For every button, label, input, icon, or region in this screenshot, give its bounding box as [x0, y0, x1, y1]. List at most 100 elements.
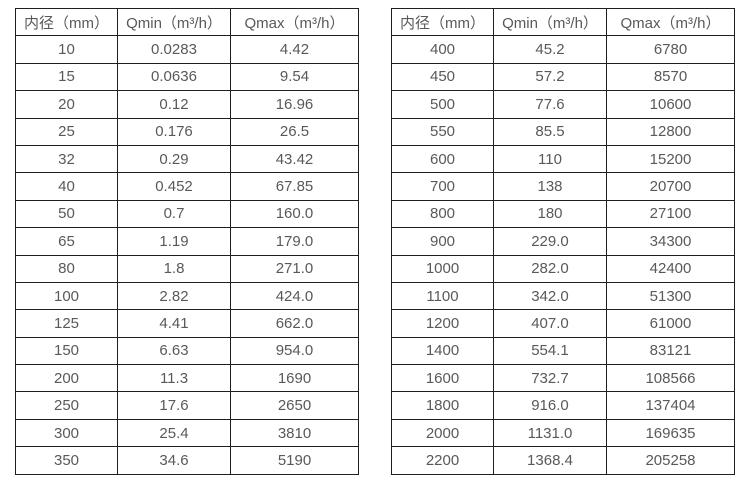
table-cell: 2.82	[117, 281, 231, 311]
table-cell: 0.12	[117, 90, 231, 119]
header-cell: Qmax（m³/h）	[230, 7, 359, 37]
table-cell: 65	[15, 227, 118, 256]
table-cell: 450	[391, 62, 494, 92]
table-cell: 32	[15, 144, 118, 174]
table-row: 内径（mm） Qmin（m³/h） Qmax（m³/h）	[391, 7, 735, 37]
table-cell: 0.452	[117, 172, 231, 201]
table-cell: 554.1	[493, 336, 607, 366]
table-cell: 34300	[606, 227, 735, 256]
table-row: 600 110 15200	[391, 144, 735, 174]
tables-container: 内径（mm） Qmin（m³/h） Qmax（m³/h） 10 0.0283 4.42 1…	[15, 7, 735, 475]
table-cell: 10	[15, 35, 118, 64]
table-cell: 550	[391, 117, 494, 146]
table-cell: 0.29	[117, 144, 231, 174]
table-cell: 125	[15, 309, 118, 338]
table-row: 350 34.6 5190	[15, 446, 359, 475]
table-row: 15 0.0636 9.54	[15, 62, 359, 92]
table-row: 500 77.6 10600	[391, 90, 735, 119]
table-cell: 1000	[391, 254, 494, 283]
table-cell: 17.6	[117, 391, 231, 420]
table-cell: 500	[391, 90, 494, 119]
table-cell: 179.0	[230, 227, 359, 256]
table-row: 1600 732.7 108566	[391, 364, 735, 393]
table-row: 1400 554.1 83121	[391, 336, 735, 366]
table-cell: 110	[493, 144, 607, 174]
table-header-row: 内径（mm） Qmin（m³/h） Qmax（m³/h）	[15, 7, 359, 37]
header-cell: Qmin（m³/h）	[493, 7, 607, 37]
table-cell: 15200	[606, 144, 735, 174]
table-row: 40 0.452 67.85	[15, 172, 359, 201]
table-cell: 10600	[606, 90, 735, 119]
table-cell: 0.176	[117, 117, 231, 146]
table-cell: 300	[15, 418, 118, 448]
table-cell: 61000	[606, 309, 735, 338]
table-cell: 0.0636	[117, 62, 231, 92]
table-row: 32 0.29 43.42	[15, 144, 359, 174]
table-cell: 34.6	[117, 446, 231, 475]
table-cell: 169635	[606, 418, 735, 448]
table-cell: 57.2	[493, 62, 607, 92]
table-row: 2200 1368.4 205258	[391, 446, 735, 475]
table-body: 10 0.0283 4.42 15 0.0636 9.54 20 0.12 16.96 25 0.1…	[15, 35, 359, 475]
table-cell: 2000	[391, 418, 494, 448]
table-cell: 900	[391, 227, 494, 256]
table-cell: 350	[15, 446, 118, 475]
table-cell: 4.41	[117, 309, 231, 338]
table-row: 400 45.2 6780	[391, 35, 735, 64]
table-cell: 83121	[606, 336, 735, 366]
table-cell: 9.54	[230, 62, 359, 92]
table-row: 100 2.82 424.0	[15, 281, 359, 311]
table-cell: 1368.4	[493, 446, 607, 475]
table-cell: 600	[391, 144, 494, 174]
table-cell: 77.6	[493, 90, 607, 119]
header-cell: Qmax（m³/h）	[606, 7, 735, 37]
table-row: 700 138 20700	[391, 172, 735, 201]
table-cell: 15	[15, 62, 118, 92]
table-row: 800 180 27100	[391, 199, 735, 229]
table-cell: 1800	[391, 391, 494, 420]
table-cell: 205258	[606, 446, 735, 475]
table-cell: 160.0	[230, 199, 359, 229]
table-cell: 732.7	[493, 364, 607, 393]
table-row: 20 0.12 16.96	[15, 90, 359, 119]
table-cell: 1690	[230, 364, 359, 393]
table-cell: 20700	[606, 172, 735, 201]
table-row: 900 229.0 34300	[391, 227, 735, 256]
table-cell: 51300	[606, 281, 735, 311]
table-row: 200 11.3 1690	[15, 364, 359, 393]
table-cell: 0.0283	[117, 35, 231, 64]
table-cell: 42400	[606, 254, 735, 283]
table-cell: 3810	[230, 418, 359, 448]
table-row: 25 0.176 26.5	[15, 117, 359, 146]
table-cell: 1600	[391, 364, 494, 393]
table-cell: 282.0	[493, 254, 607, 283]
table-cell: 400	[391, 35, 494, 64]
table-cell: 342.0	[493, 281, 607, 311]
table-cell: 5190	[230, 446, 359, 475]
table-cell: 271.0	[230, 254, 359, 283]
table-cell: 25	[15, 117, 118, 146]
table-row: 1000 282.0 42400	[391, 254, 735, 283]
table-cell: 916.0	[493, 391, 607, 420]
table-row: 2000 1131.0 169635	[391, 418, 735, 448]
table-row: 80 1.8 271.0	[15, 254, 359, 283]
table-cell: 8570	[606, 62, 735, 92]
table-row: 1100 342.0 51300	[391, 281, 735, 311]
table-cell: 1.19	[117, 227, 231, 256]
header-cell: 内径（mm）	[15, 7, 118, 37]
table-cell: 1100	[391, 281, 494, 311]
table-cell: 1.8	[117, 254, 231, 283]
table-cell: 200	[15, 364, 118, 393]
header-cell: Qmin（m³/h）	[117, 7, 231, 37]
table-cell: 12800	[606, 117, 735, 146]
table-row: 10 0.0283 4.42	[15, 35, 359, 64]
table-cell: 1131.0	[493, 418, 607, 448]
table-cell: 50	[15, 199, 118, 229]
table-cell: 80	[15, 254, 118, 283]
table-row: 150 6.63 954.0	[15, 336, 359, 366]
table-row: 450 57.2 8570	[391, 62, 735, 92]
table-cell: 27100	[606, 199, 735, 229]
table-cell: 6.63	[117, 336, 231, 366]
table-body: 400 45.2 6780 450 57.2 8570 500 77.6 10600 550 85.…	[391, 35, 735, 475]
